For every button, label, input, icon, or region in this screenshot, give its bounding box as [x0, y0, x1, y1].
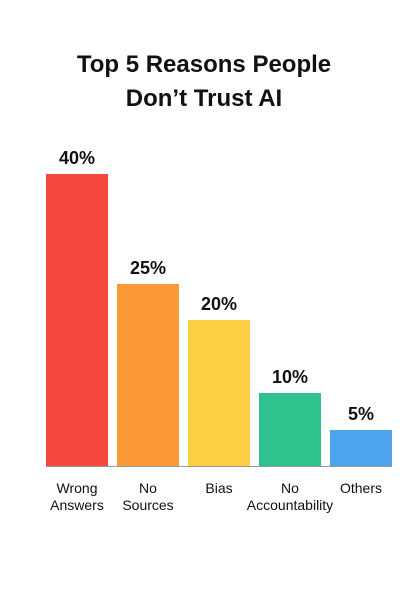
x-tick-label: Bias — [205, 480, 233, 496]
x-tick-label: Wrong Answers — [50, 480, 104, 513]
value-label: 10% — [271, 367, 309, 387]
x-tick-label: No Accountability — [246, 480, 334, 513]
chart-title: Top 5 Reasons People Don’t Trust AI — [76, 51, 332, 112]
bar — [259, 393, 321, 466]
value-label: 5% — [347, 403, 375, 424]
bar — [188, 320, 250, 466]
bar — [330, 429, 392, 466]
value-label: 25% — [129, 257, 167, 278]
x-tick-label: Others — [339, 480, 383, 496]
bar — [117, 283, 179, 466]
value-label: 20% — [200, 294, 238, 314]
baseline — [46, 466, 392, 467]
value-label: 40% — [58, 148, 96, 168]
bar — [46, 174, 108, 466]
x-tick-label: No Sources — [122, 480, 174, 513]
